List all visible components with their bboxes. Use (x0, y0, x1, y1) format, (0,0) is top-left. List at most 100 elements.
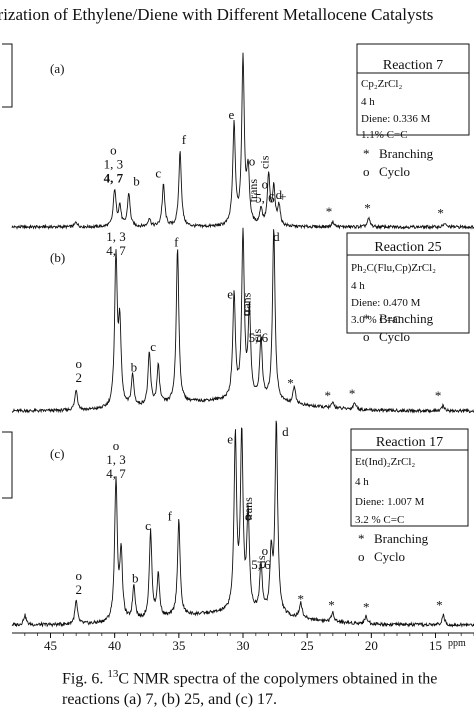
peak-label: 2 (75, 370, 82, 385)
peak-label: * (298, 592, 305, 607)
peak-label: c (150, 339, 156, 354)
peak-label: cis (250, 328, 264, 342)
x-tick-label: 45 (44, 638, 57, 653)
spectrum-trace-a (11, 52, 474, 231)
reaction-info-line: Reaction 17 (376, 435, 443, 450)
peak-label: d (282, 424, 289, 439)
peak-label: * (287, 376, 294, 391)
peak-label: f (182, 132, 187, 147)
spectrum-trace-b (11, 227, 474, 414)
legend-marker-symbol: o (358, 549, 365, 564)
peak-label: o (262, 176, 269, 191)
panel-label-a: (a) (50, 61, 64, 76)
peak-label: d (276, 187, 283, 202)
legend-marker-symbol: o (363, 164, 370, 179)
peak-label: o (75, 356, 82, 371)
legend-marker-label: Branching (379, 146, 434, 161)
x-tick-label: 35 (172, 638, 185, 653)
peak-label: b (133, 174, 140, 189)
legend-marker-symbol: * (363, 311, 370, 326)
peak-label: o (75, 568, 82, 583)
caption-sup: 13 (107, 668, 119, 680)
peak-label: * (349, 386, 356, 401)
peak-label: 2 (75, 582, 82, 597)
peak-label: 1, 3 (106, 452, 126, 467)
legend-marker-symbol: o (363, 329, 370, 344)
peak-label: * (437, 206, 444, 221)
peak-label: * (436, 597, 443, 612)
page-header: erization of Ethylene/Diene with Differe… (0, 0, 474, 30)
peak-label: 4, 7 (104, 170, 124, 185)
legend-marker-label: Cyclo (379, 164, 410, 179)
peak-label: trans (240, 292, 254, 316)
reaction-info-box (350, 428, 469, 527)
left-bracket-c (2, 431, 13, 499)
reaction-info-line: Diene: 0.470 M (351, 297, 421, 309)
peak-label: e (227, 287, 233, 302)
reaction-info-line: 1.1% C=C (361, 129, 408, 141)
peak-label: cis (258, 155, 272, 169)
peak-label: * (435, 388, 442, 403)
reaction-info-line: Et(Ind)₂ZrCl₂ (355, 456, 415, 468)
reaction-info-line: 4 h (355, 476, 369, 488)
reaction-info-line: Diene: 0.336 M (361, 113, 431, 125)
peak-label: o (249, 154, 256, 169)
legend-marker-symbol: * (363, 146, 370, 161)
peak-label: * (364, 201, 371, 216)
caption-prefix: Fig. 6. (62, 670, 108, 688)
peak-label: b (132, 570, 139, 585)
caption-line-2: reactions (a) 7, (b) 25, and (c) 17. (62, 691, 278, 709)
reaction-info-line: 3.2 % C=C (355, 514, 404, 526)
panel-label-c: (c) (50, 446, 64, 461)
legend-marker-label: Cyclo (374, 549, 405, 564)
left-bracket-a (2, 43, 13, 108)
peak-label: f (174, 234, 179, 249)
reaction-info-line: Ph₂C(Flu,Cp)ZrCl₂ (351, 262, 436, 274)
peak-label: 1, 3 (106, 229, 126, 244)
peak-label: o (256, 330, 263, 345)
peak-label: 5, 6 (249, 330, 269, 345)
reaction-info-line: Reaction 25 (374, 240, 441, 255)
figure-caption: Fig. 6. 13C NMR spectra of the copolymer… (62, 664, 474, 710)
caption-line-1: Fig. 6. 13C NMR spectra of the copolymer… (62, 664, 474, 689)
peak-label: 5, 6 (251, 557, 271, 572)
reaction-info-box (356, 43, 470, 136)
peak-label: b (131, 360, 138, 375)
peak-label: 4, 7 (106, 243, 126, 258)
peak-label: o (110, 142, 117, 157)
peak-label: * (328, 597, 335, 612)
reaction-info-line: Cp₂ZrCl₂ (361, 78, 402, 90)
peak-label: + (279, 189, 286, 204)
x-tick-label: 30 (237, 638, 250, 653)
peak-label: e (229, 107, 235, 122)
x-tick-label: 40 (108, 638, 121, 653)
peak-label: o (262, 543, 269, 558)
legend-marker-label: Branching (379, 311, 434, 326)
x-tick-label: 25 (301, 638, 314, 653)
reaction-info-line: 3.0 % C=C (351, 314, 400, 326)
peak-label: o (245, 509, 252, 524)
peak-label: trans (241, 497, 255, 521)
peak-label: e (227, 431, 233, 446)
peak-label: c (145, 518, 151, 533)
peak-label: o (244, 304, 251, 319)
peak-label: * (363, 599, 370, 614)
peak-label: c (155, 165, 161, 180)
reaction-info-line: Diene: 1.007 M (355, 496, 425, 508)
legend-marker-label: Cyclo (379, 329, 410, 344)
legend-marker-label: Branching (374, 531, 429, 546)
reaction-info-line: 4 h (361, 96, 375, 108)
reaction-info-box (346, 232, 470, 334)
peak-label: 5, 6 (255, 190, 275, 205)
reaction-info-line: 4 h (351, 280, 365, 292)
peak-label: 4, 7 (106, 466, 126, 481)
legend-marker-symbol: * (358, 531, 365, 546)
spectrum-trace-c (11, 420, 474, 628)
peak-label: o (113, 438, 120, 453)
caption-line1-rest: C NMR spectra of the copolymers obtained… (118, 670, 438, 688)
peak-label: 1, 3 (104, 156, 124, 171)
reaction-info-line: Reaction 7 (383, 58, 443, 73)
peak-label: * (326, 204, 333, 219)
header-text: erization of Ethylene/Diene with Differe… (0, 5, 434, 24)
